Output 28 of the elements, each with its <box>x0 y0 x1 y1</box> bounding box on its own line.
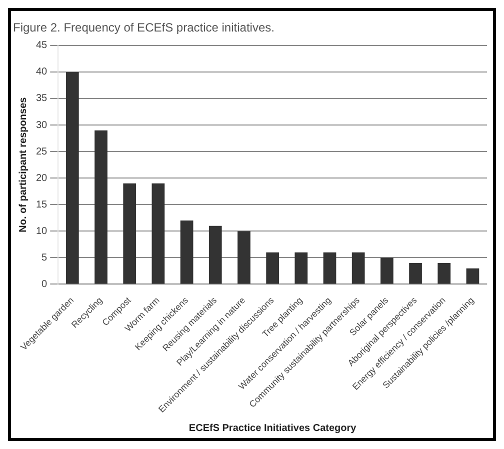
bar <box>380 258 394 284</box>
bar <box>323 252 336 284</box>
bar <box>466 268 480 284</box>
y-tick-label: 5 <box>42 252 48 264</box>
bar <box>123 183 136 284</box>
bar <box>180 220 194 284</box>
bar <box>152 183 165 284</box>
y-tick-label: 35 <box>36 93 48 104</box>
x-axis-title: ECEfS Practice Initiatives Category <box>188 422 357 434</box>
y-tick-label: 45 <box>36 40 48 52</box>
y-tick-label: 20 <box>36 172 48 184</box>
chart-title: Figure 2. Frequency of ECEfS practice initiatives. <box>13 20 274 35</box>
y-tick-label: 15 <box>36 199 48 210</box>
bar <box>266 252 279 284</box>
y-tick-label: 10 <box>36 226 48 237</box>
bar <box>94 130 108 284</box>
bar <box>294 252 308 284</box>
y-tick-label: 30 <box>36 120 48 131</box>
bar <box>438 263 451 284</box>
bar <box>409 263 422 284</box>
y-tick-label: 40 <box>36 66 48 78</box>
bar <box>66 72 79 284</box>
y-tick-label: 25 <box>36 146 48 158</box>
bar <box>352 252 365 284</box>
bar <box>238 231 250 284</box>
bar <box>208 226 222 284</box>
y-tick-label: 0 <box>42 278 48 290</box>
y-axis-title: No. of participant responses <box>18 96 29 232</box>
